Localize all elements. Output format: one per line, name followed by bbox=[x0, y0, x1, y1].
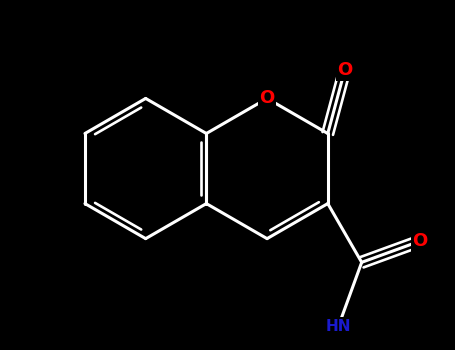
Text: O: O bbox=[259, 90, 275, 107]
Text: HN: HN bbox=[326, 318, 351, 334]
Text: O: O bbox=[413, 232, 428, 250]
Text: O: O bbox=[337, 61, 352, 79]
